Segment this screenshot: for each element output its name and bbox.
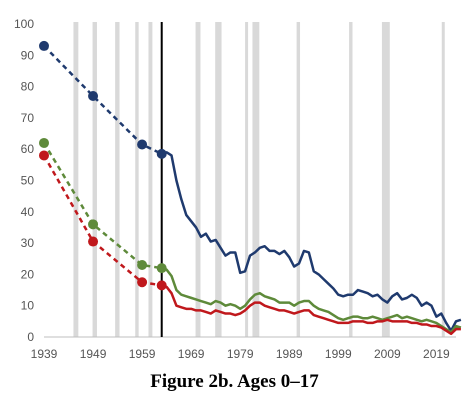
y-tick-label: 30 — [21, 236, 35, 250]
recession-band — [296, 22, 301, 337]
data-point — [137, 139, 148, 150]
series-3 — [39, 150, 461, 336]
recession-band — [195, 22, 201, 337]
recession-band — [73, 22, 79, 337]
x-tick-label: 1989 — [276, 347, 303, 361]
y-tick-label: 60 — [21, 142, 35, 156]
data-point — [156, 263, 167, 274]
recession-band — [381, 22, 390, 337]
y-tick-label: 50 — [21, 174, 35, 188]
series-group — [39, 40, 462, 336]
x-tick-label: 1939 — [31, 347, 58, 361]
solid-line — [161, 151, 462, 332]
data-point — [39, 150, 49, 161]
recession-shading — [73, 22, 445, 337]
data-point — [88, 90, 99, 101]
y-tick-label: 10 — [21, 299, 35, 313]
x-tick-label: 1999 — [325, 347, 352, 361]
recession-band — [441, 22, 445, 337]
recession-band — [349, 22, 353, 337]
series-2 — [39, 137, 462, 334]
data-point — [39, 40, 49, 51]
y-tick-label: 0 — [27, 330, 34, 344]
series-1 — [39, 40, 462, 332]
recession-band — [245, 22, 249, 337]
data-point — [156, 280, 167, 291]
x-tick-label: 1969 — [178, 347, 205, 361]
y-tick-label: 20 — [21, 267, 35, 281]
data-point — [39, 137, 49, 148]
dashed-line — [43, 45, 163, 156]
data-point — [156, 148, 167, 159]
x-tick-label: 2009 — [374, 347, 401, 361]
data-point — [88, 219, 99, 230]
recession-band — [215, 22, 222, 337]
solid-line — [161, 266, 462, 334]
data-point — [137, 260, 148, 271]
recession-band — [148, 22, 153, 337]
x-tick-label: 2019 — [423, 347, 450, 361]
dashed-line — [42, 154, 162, 287]
solid-line — [161, 284, 461, 336]
figure-caption: Figure 2b. Ages 0–17 — [150, 371, 319, 392]
x-tick-label: 1959 — [129, 347, 156, 361]
y-tick-label: 90 — [21, 48, 35, 62]
data-point — [137, 277, 148, 288]
y-tick-label: 80 — [21, 80, 35, 94]
dashed-line — [42, 142, 162, 270]
recession-band — [252, 22, 260, 337]
recession-band — [115, 22, 120, 337]
x-tick-label: 1979 — [227, 347, 254, 361]
y-tick-label: 40 — [21, 205, 35, 219]
x-tick-label: 1949 — [80, 347, 107, 361]
y-tick-label: 70 — [21, 111, 35, 125]
recession-band — [135, 22, 139, 337]
y-tick-label: 100 — [14, 17, 34, 31]
axes: 0 10 20 30 40 50 60 70 80 90 100 1939 1949 1959 1969 19… — [14, 17, 456, 361]
recession-band — [92, 22, 97, 337]
data-point — [88, 236, 99, 247]
line-chart: 0 10 20 30 40 50 60 70 80 90 100 1939 1949 1959 1969 19… — [14, 17, 462, 361]
